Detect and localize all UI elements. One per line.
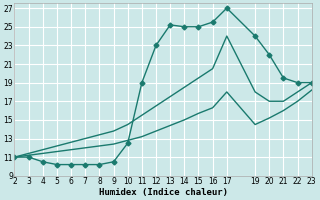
X-axis label: Humidex (Indice chaleur): Humidex (Indice chaleur) [99,188,228,197]
